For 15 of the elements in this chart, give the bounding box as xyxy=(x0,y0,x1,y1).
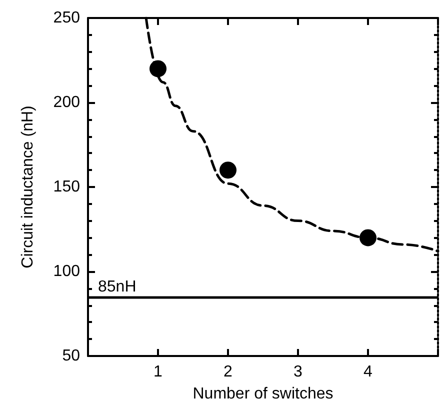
point xyxy=(360,229,376,246)
y-axis-title: Circuit inductance (nH) xyxy=(20,106,36,268)
x-tick-label: 4 xyxy=(364,364,373,380)
point xyxy=(220,162,236,179)
ref-line-label: 85nH xyxy=(98,278,136,296)
y-tick-label: 150 xyxy=(53,178,80,196)
x-tick-label: 2 xyxy=(224,364,233,380)
point xyxy=(150,60,166,78)
x-tick-label: 3 xyxy=(294,364,303,380)
y-tick-label: 100 xyxy=(53,263,80,280)
y-tick-label: 250 xyxy=(53,10,80,26)
x-axis-title: Number of switches xyxy=(192,386,334,402)
y-tick-label: 200 xyxy=(53,94,80,111)
y-tick-label: 50 xyxy=(62,348,80,364)
x-tick-label: 1 xyxy=(154,364,163,380)
